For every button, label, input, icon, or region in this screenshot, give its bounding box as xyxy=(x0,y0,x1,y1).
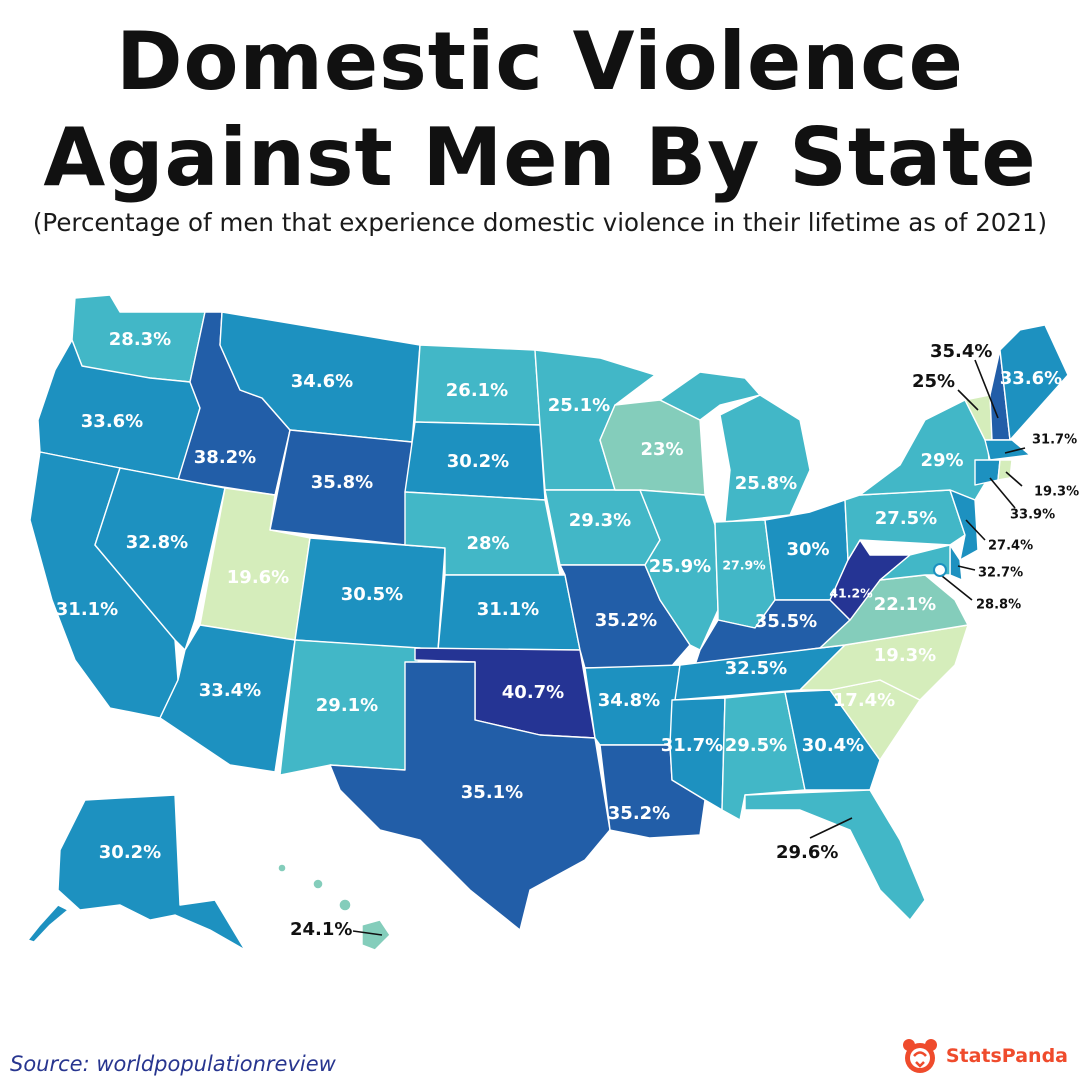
label-az: 33.4% xyxy=(199,680,261,701)
brand-name: StatsPanda xyxy=(945,1045,1068,1067)
callout-nh: 35.4% xyxy=(930,341,992,362)
label-me: 33.6% xyxy=(1000,368,1062,389)
state-mi-up[interactable] xyxy=(659,371,761,421)
label-ks: 31.1% xyxy=(477,599,539,620)
callout-md: 28.8% xyxy=(976,598,1021,613)
marker-dc xyxy=(933,563,947,577)
callout-nj: 27.4% xyxy=(988,539,1033,554)
label-wy: 35.8% xyxy=(311,472,373,493)
leader-hi xyxy=(352,930,383,936)
state-md[interactable] xyxy=(879,544,951,581)
label-mo: 35.2% xyxy=(595,610,657,631)
label-or: 33.6% xyxy=(81,411,143,432)
leader-de xyxy=(957,565,976,571)
label-nd: 26.1% xyxy=(446,380,508,401)
leader-ri xyxy=(1005,471,1023,487)
label-tn: 32.5% xyxy=(725,658,787,679)
state-ak-chain[interactable] xyxy=(27,904,69,943)
label-va: 22.1% xyxy=(874,594,936,615)
state-ri[interactable] xyxy=(997,459,1013,481)
leader-ma xyxy=(1004,447,1026,454)
state-az[interactable] xyxy=(159,624,296,773)
label-nc: 19.3% xyxy=(874,645,936,666)
label-mt: 34.6% xyxy=(291,371,353,392)
subtitle: (Percentage of men that experience domes… xyxy=(32,208,1048,237)
leader-ct xyxy=(989,477,1016,509)
label-al: 29.5% xyxy=(725,735,787,756)
callout-fl: 29.6% xyxy=(776,842,838,863)
label-ak: 30.2% xyxy=(99,842,161,863)
label-la: 35.2% xyxy=(608,803,670,824)
label-id: 38.2% xyxy=(194,447,256,468)
label-nm: 29.1% xyxy=(316,695,378,716)
label-tx: 35.1% xyxy=(461,782,523,803)
source-note: Source: worldpopulationreview xyxy=(10,1052,336,1076)
label-ia: 29.3% xyxy=(569,510,631,531)
callout-vt: 25% xyxy=(912,371,955,392)
callout-ri: 19.3% xyxy=(1034,485,1079,500)
callout-de: 32.7% xyxy=(978,566,1023,581)
leader-vt xyxy=(957,389,979,411)
label-sc: 17.4% xyxy=(833,690,895,711)
title-line-2: Against Men By State xyxy=(43,111,1037,204)
state-ct[interactable] xyxy=(974,459,1001,486)
title-line-1: Domestic Violence xyxy=(116,15,964,108)
label-ky: 35.5% xyxy=(755,611,817,632)
label-ut: 19.6% xyxy=(227,567,289,588)
label-wi: 23% xyxy=(640,439,683,460)
label-wv: 41.2% xyxy=(829,586,873,601)
state-me[interactable] xyxy=(999,324,1069,441)
label-ar: 34.8% xyxy=(598,690,660,711)
state-hi-island-1[interactable] xyxy=(277,863,287,873)
label-ne: 28% xyxy=(466,533,509,554)
label-ok: 40.7% xyxy=(502,682,564,703)
label-mi: 25.8% xyxy=(735,473,797,494)
callout-ma: 31.7% xyxy=(1032,433,1077,448)
label-ga: 30.4% xyxy=(802,735,864,756)
leader-nh xyxy=(974,359,999,419)
label-ny: 29% xyxy=(920,450,963,471)
label-ms: 31.7% xyxy=(661,735,723,756)
callout-hi: 24.1% xyxy=(290,919,352,940)
state-hi[interactable] xyxy=(361,919,391,951)
label-ca: 31.1% xyxy=(56,599,118,620)
label-pa: 27.5% xyxy=(875,508,937,529)
state-hi-island-3[interactable] xyxy=(338,898,352,912)
label-oh: 30% xyxy=(786,539,829,560)
label-wa: 28.3% xyxy=(109,329,171,350)
brand-block: StatsPanda xyxy=(900,1036,1068,1076)
label-nv: 32.8% xyxy=(126,532,188,553)
state-hi-island-2[interactable] xyxy=(312,878,324,890)
state-il[interactable] xyxy=(639,489,719,651)
panda-logo-icon xyxy=(902,1039,937,1073)
label-mn: 25.1% xyxy=(548,395,610,416)
leader-nj xyxy=(965,519,986,541)
label-co: 30.5% xyxy=(341,584,403,605)
label-in: 27.9% xyxy=(722,558,766,573)
state-de[interactable] xyxy=(949,544,963,581)
state-mi[interactable] xyxy=(719,394,811,523)
label-sd: 30.2% xyxy=(447,451,509,472)
state-nj[interactable] xyxy=(949,489,979,561)
leader-fl xyxy=(809,817,853,839)
label-il: 25.9% xyxy=(649,556,711,577)
state-ma[interactable] xyxy=(984,439,1031,461)
leader-md xyxy=(941,575,973,601)
state-fl[interactable] xyxy=(744,789,926,921)
state-tx[interactable] xyxy=(329,661,611,931)
callout-ct: 33.9% xyxy=(1010,508,1055,523)
state-ak[interactable] xyxy=(57,794,246,951)
